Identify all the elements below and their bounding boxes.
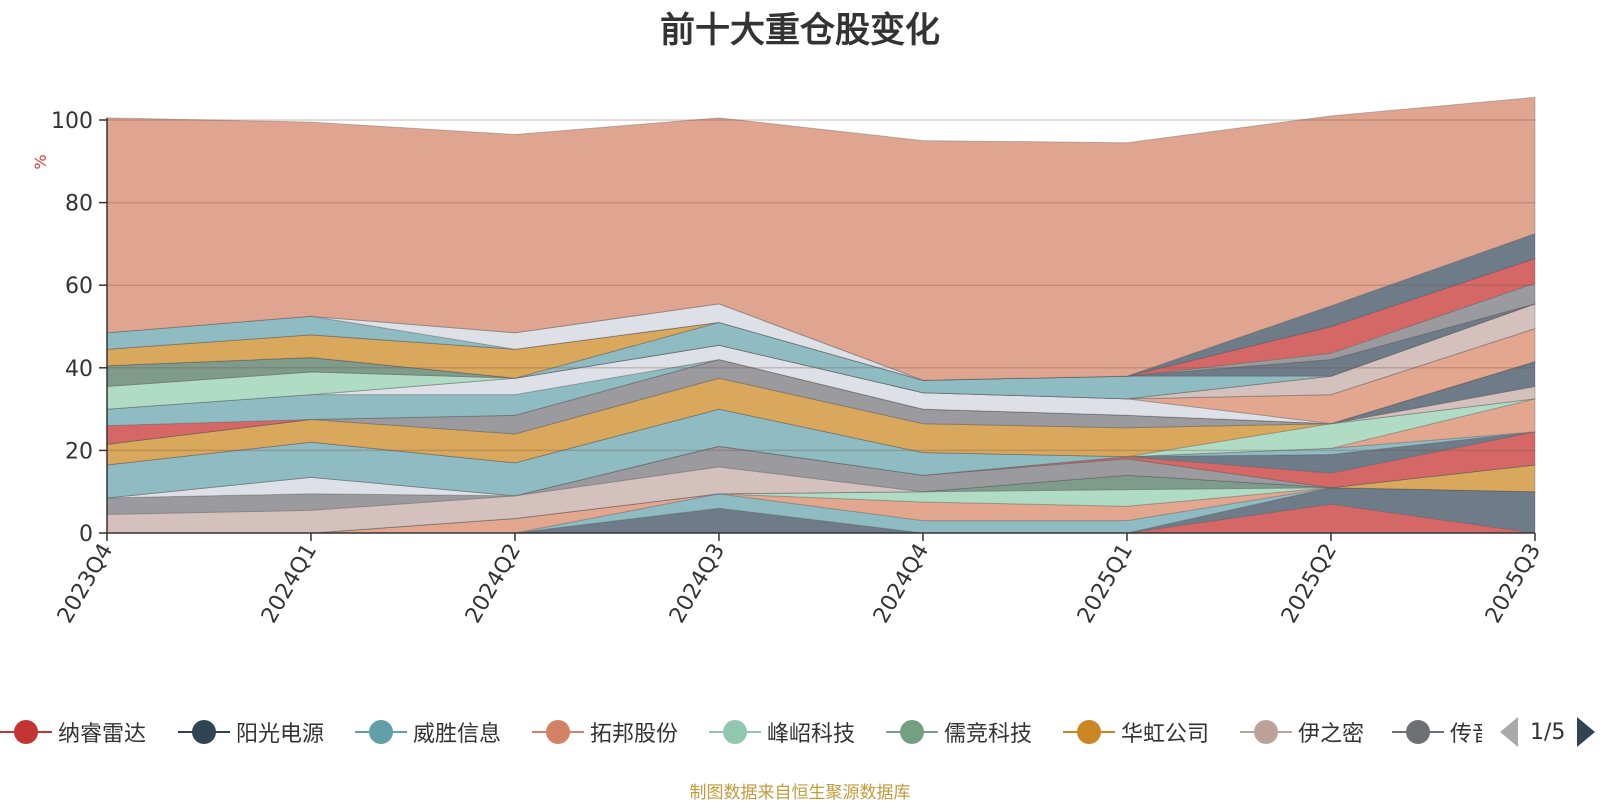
y-tick-label: 60 bbox=[65, 274, 93, 299]
grid-lines bbox=[107, 119, 1535, 452]
legend-prev-page-icon[interactable] bbox=[1500, 717, 1518, 747]
legend-item[interactable]: 峰岹科技 bbox=[709, 712, 855, 752]
legend-label: 儒竞科技 bbox=[944, 722, 1033, 747]
y-tick-label: 100 bbox=[51, 109, 93, 134]
legend-pager: 1/5 bbox=[1500, 716, 1596, 748]
x-tick-label: 2024Q1 bbox=[257, 540, 322, 628]
legend-label: 传音控股 bbox=[1450, 722, 1482, 747]
legend-label: 华虹公司 bbox=[1121, 722, 1210, 747]
legend-item[interactable]: 传音控股 bbox=[1392, 712, 1482, 752]
source-note: 制图数据来自恒生聚源数据库 bbox=[689, 783, 911, 803]
legend-item[interactable]: 阳光电源 bbox=[178, 712, 324, 752]
legend-marker-icon bbox=[1392, 717, 1444, 747]
legend-viewport: 纳睿雷达 阳光电源 威胜信息 拓邦股份 峰岹科技 儒竞科技 华虹公司 伊之密 传音控股 bbox=[0, 712, 1482, 752]
legend-item[interactable]: 儒竞科技 bbox=[886, 712, 1032, 752]
x-tick-label: 2025Q1 bbox=[1073, 540, 1138, 628]
legend-item[interactable]: 纳睿雷达 bbox=[0, 712, 146, 752]
legend-marker-icon bbox=[1240, 717, 1292, 747]
x-tick-label: 2024Q4 bbox=[869, 540, 934, 628]
chart-title: 前十大重仓股变化 bbox=[659, 11, 940, 51]
x-tick-label: 2023Q4 bbox=[53, 540, 118, 628]
x-tick-label: 2025Q2 bbox=[1277, 540, 1342, 628]
legend-item[interactable]: 华虹公司 bbox=[1063, 712, 1209, 752]
x-tick-label: 2025Q3 bbox=[1481, 540, 1546, 628]
y-tick-label: 0 bbox=[79, 522, 93, 547]
legend-marker-icon bbox=[886, 717, 938, 747]
legend-next-page-icon[interactable] bbox=[1577, 717, 1596, 747]
legend-marker-icon bbox=[0, 717, 52, 747]
legend-marker-icon bbox=[355, 717, 407, 747]
area-band-35 bbox=[106, 96, 1536, 381]
legend-label: 拓邦股份 bbox=[590, 722, 679, 747]
x-tick-label: 2024Q2 bbox=[461, 540, 526, 628]
y-axis-label: % bbox=[31, 154, 50, 169]
legend-label: 纳睿雷达 bbox=[58, 722, 147, 747]
y-tick-label: 20 bbox=[65, 439, 93, 464]
legend-marker-icon bbox=[532, 717, 584, 747]
legend-label: 威胜信息 bbox=[413, 722, 502, 747]
legend-label: 伊之密 bbox=[1298, 722, 1365, 747]
y-tick-label: 40 bbox=[65, 357, 93, 382]
legend: 纳睿雷达 阳光电源 威胜信息 拓邦股份 峰岹科技 儒竞科技 华虹公司 伊之密 传音控股 bbox=[0, 712, 1600, 752]
legend-marker-icon bbox=[709, 717, 761, 747]
legend-item[interactable]: 拓邦股份 bbox=[532, 712, 678, 752]
y-tick-label: 80 bbox=[65, 192, 93, 217]
x-tick-label: 2024Q3 bbox=[665, 540, 730, 628]
legend-label: 阳光电源 bbox=[236, 722, 325, 747]
legend-marker-icon bbox=[1063, 717, 1115, 747]
legend-item[interactable]: 威胜信息 bbox=[355, 712, 501, 752]
legend-page-indicator: 1/5 bbox=[1530, 719, 1566, 745]
area-band-13 bbox=[106, 398, 1536, 466]
legend-label: 峰岹科技 bbox=[767, 722, 856, 747]
legend-item[interactable]: 伊之密 bbox=[1240, 712, 1364, 752]
area-series-group bbox=[106, 96, 1536, 534]
area-band-12 bbox=[106, 408, 1536, 499]
legend-marker-icon bbox=[178, 717, 230, 747]
